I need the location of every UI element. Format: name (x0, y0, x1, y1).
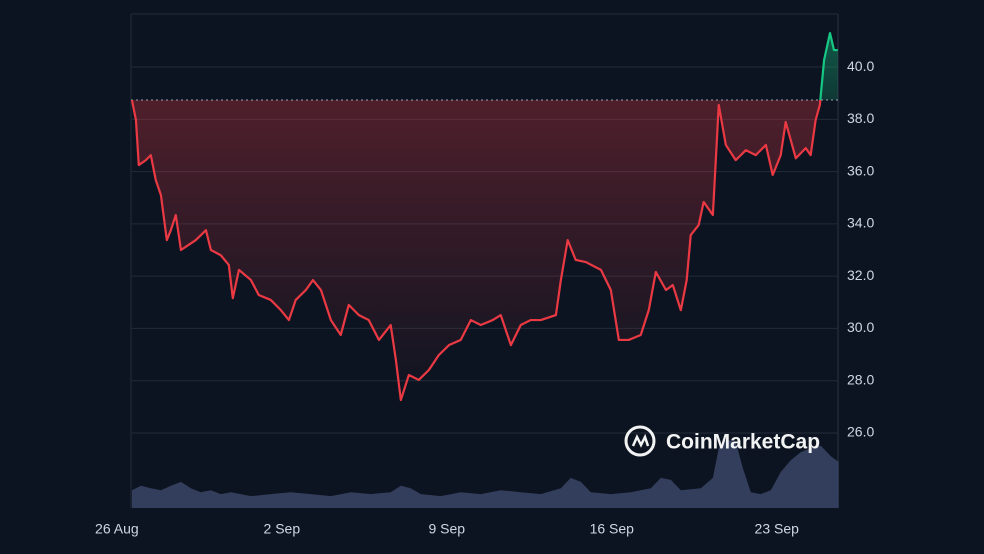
y-tick-label: 26.0 (847, 424, 874, 440)
watermark-text: CoinMarketCap (666, 431, 820, 454)
axes: 26.0 28.0 30.0 32.0 34.0 36.0 38.0 40.0 26 Aug 2 … (95, 58, 874, 537)
y-tick-label: 28.0 (847, 371, 874, 387)
x-tick-label: 9 Sep (428, 521, 465, 537)
price-line (130, 31, 838, 402)
volume-area (131, 439, 839, 508)
x-tick-label: 16 Sep (590, 521, 635, 537)
y-tick-label: 40.0 (847, 58, 874, 74)
y-tick-label: 36.0 (847, 162, 874, 178)
x-tick-label: 26 Aug (95, 521, 139, 537)
y-tick-label: 32.0 (847, 267, 874, 283)
y-tick-label: 38.0 (847, 110, 874, 126)
volume-layer (131, 439, 839, 508)
y-tick-label: 30.0 (847, 319, 874, 335)
watermark-logo (624, 425, 656, 457)
x-tick-label: 23 Sep (755, 521, 800, 537)
watermark: CoinMarketCap (624, 425, 820, 457)
y-tick-label: 34.0 (847, 215, 874, 231)
plot-layer (130, 31, 838, 402)
price-area (131, 33, 838, 401)
watermark-logo-mark (631, 433, 650, 448)
x-tick-label: 2 Sep (264, 521, 301, 537)
